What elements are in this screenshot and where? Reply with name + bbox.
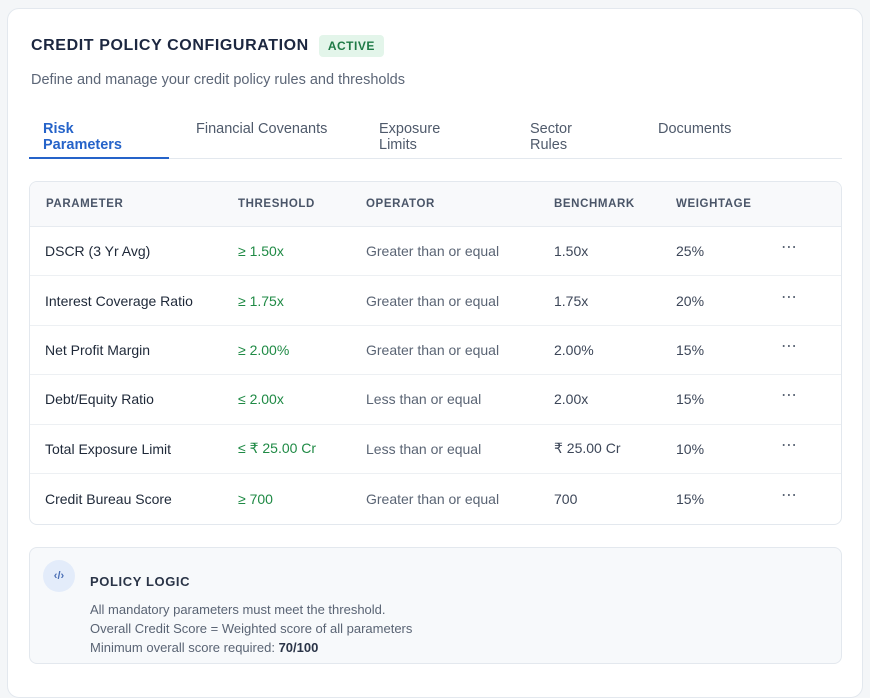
operator-cell: Less than or equal [366, 440, 482, 457]
threshold-cell: ≥ 1.75x [238, 292, 284, 309]
min-score-value: 70/100 [278, 640, 319, 655]
tab-sector-rules[interactable]: Sector Rules [530, 121, 572, 153]
more-horizontal-icon[interactable]: ⋯ [781, 288, 798, 306]
benchmark-cell: ₹ 25.00 Cr [554, 440, 621, 457]
threshold-cell: ≤ 2.00x [238, 391, 284, 408]
policy-logic-panel: ‹/› POLICY LOGIC All mandatory parameter… [29, 547, 842, 664]
weightage-cell: 15% [676, 391, 705, 408]
parameter-cell: Total Exposure Limit [45, 440, 172, 457]
tab-exposure-limits[interactable]: Exposure Limits [379, 121, 441, 153]
column-header-threshold: THRESHOLD [238, 198, 315, 210]
operator-cell: Greater than or equal [366, 243, 500, 260]
table-row[interactable]: Debt/Equity Ratio ≤ 2.00x Less than or e… [30, 375, 841, 425]
page-title: CREDIT POLICY CONFIGURATION [31, 37, 309, 54]
column-header-operator: OPERATOR [366, 198, 435, 210]
tab-risk-parameters[interactable]: Risk Parameters [29, 117, 169, 159]
parameter-cell: Net Profit Margin [45, 341, 151, 358]
status-badge: ACTIVE [318, 35, 384, 57]
tab-documents[interactable]: Documents [658, 121, 732, 137]
code-icon: ‹/› [43, 560, 75, 592]
more-horizontal-icon[interactable]: ⋯ [781, 239, 798, 257]
benchmark-cell: 2.00x [554, 391, 589, 408]
weightage-cell: 15% [676, 490, 705, 507]
tab-bar: Risk Parameters Financial Covenants Expo… [29, 117, 842, 159]
policy-logic-line: Overall Credit Score = Weighted score of… [90, 621, 413, 636]
operator-cell: Less than or equal [366, 391, 482, 408]
operator-cell: Greater than or equal [366, 341, 500, 358]
min-score-label: Minimum overall score required: [90, 640, 279, 655]
column-header-benchmark: BENCHMARK [554, 198, 635, 210]
policy-logic-title: POLICY LOGIC [90, 574, 191, 589]
threshold-cell: ≥ 1.50x [238, 243, 284, 260]
more-horizontal-icon[interactable]: ⋯ [781, 337, 798, 355]
parameter-cell: Interest Coverage Ratio [45, 292, 193, 309]
more-horizontal-icon[interactable]: ⋯ [781, 486, 798, 504]
parameter-cell: Credit Bureau Score [45, 490, 172, 507]
policy-logic-line: All mandatory parameters must meet the t… [90, 602, 386, 617]
more-horizontal-icon[interactable]: ⋯ [781, 387, 798, 405]
benchmark-cell: 700 [554, 490, 578, 507]
table-header: PARAMETER THRESHOLD OPERATOR BENCHMARK W… [30, 182, 841, 227]
benchmark-cell: 2.00% [554, 341, 594, 358]
column-header-parameter: PARAMETER [46, 198, 124, 210]
parameter-cell: DSCR (3 Yr Avg) [45, 243, 151, 260]
credit-policy-card: CREDIT POLICY CONFIGURATION ACTIVE Defin… [7, 8, 863, 698]
table-row[interactable]: Net Profit Margin ≥ 2.00% Greater than o… [30, 326, 841, 376]
risk-parameters-table: PARAMETER THRESHOLD OPERATOR BENCHMARK W… [29, 181, 842, 525]
parameter-cell: Debt/Equity Ratio [45, 391, 154, 408]
table-row[interactable]: Interest Coverage Ratio ≥ 1.75x Greater … [30, 276, 841, 326]
benchmark-cell: 1.75x [554, 292, 589, 309]
policy-logic-line: Minimum overall score required: 70/100 [90, 640, 318, 655]
page-header: CREDIT POLICY CONFIGURATION ACTIVE [31, 35, 384, 57]
table-row[interactable]: Total Exposure Limit ≤ ₹ 25.00 Cr Less t… [30, 425, 841, 474]
weightage-cell: 20% [676, 292, 705, 309]
table-row[interactable]: Credit Bureau Score ≥ 700 Greater than o… [30, 474, 841, 523]
operator-cell: Greater than or equal [366, 292, 500, 309]
threshold-cell: ≥ 700 [238, 490, 273, 507]
benchmark-cell: 1.50x [554, 243, 589, 260]
weightage-cell: 10% [676, 440, 705, 457]
threshold-cell: ≥ 2.00% [238, 341, 290, 358]
threshold-cell: ≤ ₹ 25.00 Cr [238, 440, 317, 457]
weightage-cell: 25% [676, 243, 705, 260]
table-row[interactable]: DSCR (3 Yr Avg) ≥ 1.50x Greater than or … [30, 227, 841, 277]
operator-cell: Greater than or equal [366, 490, 500, 507]
more-horizontal-icon[interactable]: ⋯ [781, 436, 798, 454]
weightage-cell: 15% [676, 341, 705, 358]
page-subtitle: Define and manage your credit policy rul… [31, 72, 405, 88]
column-header-weightage: WEIGHTAGE [676, 198, 752, 210]
tab-financial-covenants[interactable]: Financial Covenants [196, 121, 328, 137]
